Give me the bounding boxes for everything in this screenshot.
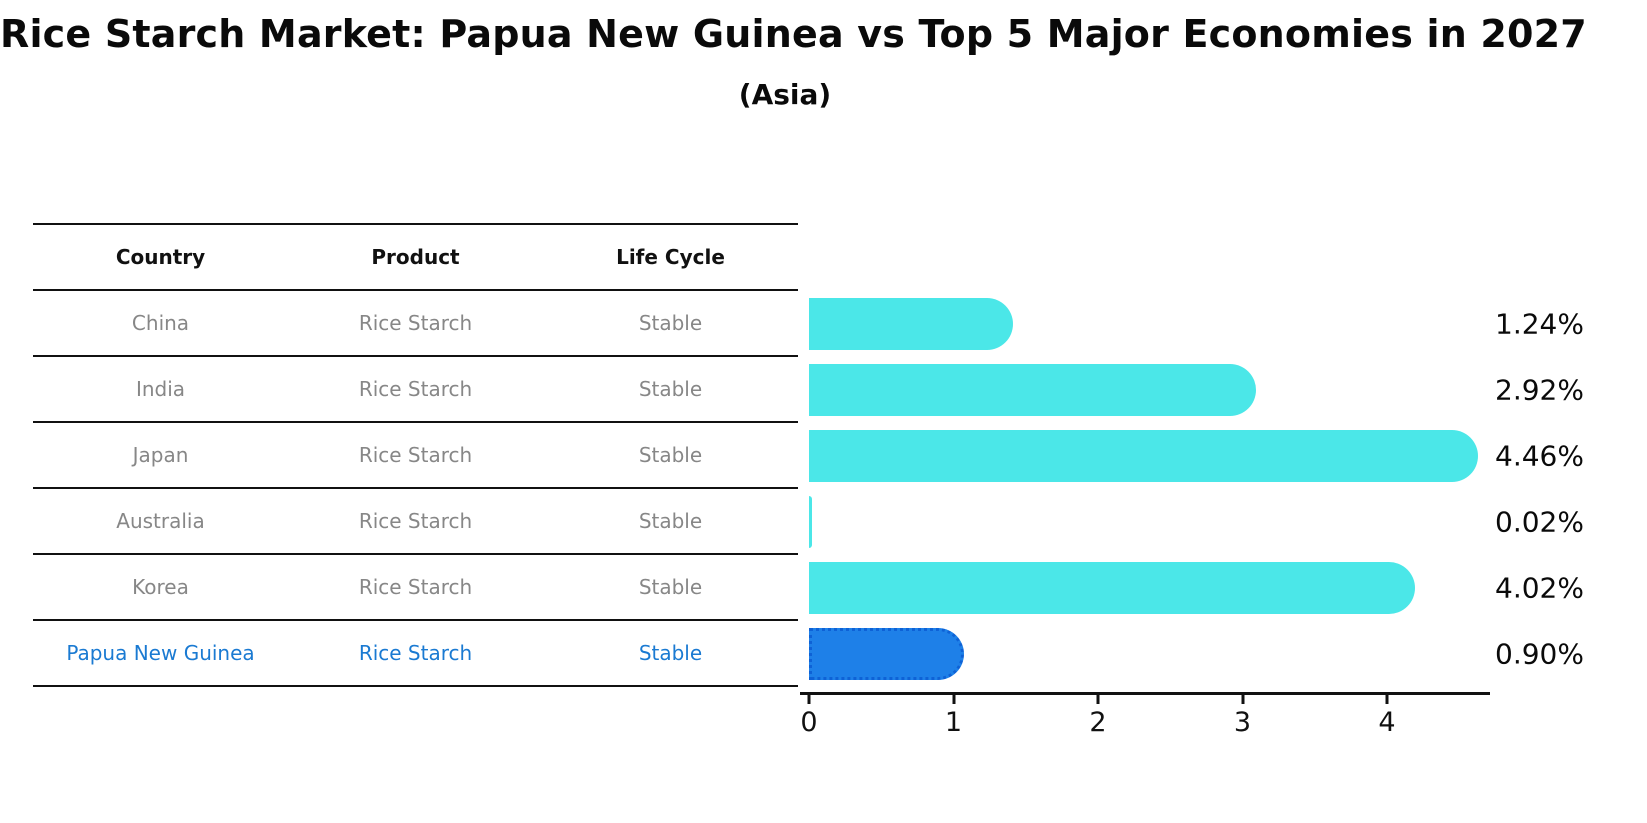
bar-australia <box>809 496 812 548</box>
x-axis-tick-label: 2 <box>1089 707 1107 738</box>
col-header-product: Product <box>371 245 460 269</box>
cell-product: Rice Starch <box>358 575 473 599</box>
cell-life_cycle: Stable <box>638 377 703 401</box>
cell-product: Rice Starch <box>358 509 473 533</box>
table-header-row: Country Product Life Cycle <box>33 223 798 289</box>
value-label-india: 2.92% <box>1495 373 1584 407</box>
value-label-papua-new-guinea: 0.90% <box>1495 637 1584 671</box>
cell-country: Papua New Guinea <box>66 641 255 665</box>
table-row-china: China Rice Starch Stable <box>33 289 798 355</box>
cell-country: Japan <box>132 443 189 467</box>
bar-japan <box>809 430 1479 482</box>
bar-papua-new-guinea <box>809 628 965 680</box>
bar-india <box>809 364 1256 416</box>
table-row-korea: Korea Rice Starch Stable <box>33 553 798 619</box>
cell-country: Australia <box>116 509 205 533</box>
cell-life_cycle: Stable <box>638 311 703 335</box>
x-axis-tick-label: 4 <box>1378 707 1396 738</box>
chart-title: Rice Starch Market: Papua New Guinea vs … <box>0 12 1587 56</box>
col-header-country: Country <box>115 245 206 269</box>
cell-country: India <box>135 377 186 401</box>
country-table: Country Product Life Cycle China Rice Sta… <box>33 223 798 687</box>
cell-product: Rice Starch <box>358 311 473 335</box>
value-label-japan: 4.46% <box>1495 439 1584 473</box>
x-axis-tick-label: 3 <box>1233 707 1252 738</box>
cell-product: Rice Starch <box>358 641 473 665</box>
table-body: China Rice Starch Stable India Rice Starch St… <box>33 289 798 685</box>
x-axis-tick <box>952 694 955 704</box>
table-row-japan: Japan Rice Starch Stable <box>33 421 798 487</box>
value-label-korea: 4.02% <box>1495 571 1584 605</box>
cell-country: Korea <box>132 575 189 599</box>
x-axis-tick-label: 1 <box>944 707 963 738</box>
x-axis-tick <box>1385 694 1389 704</box>
cell-life_cycle: Stable <box>638 509 703 533</box>
value-label-australia: 0.02% <box>1495 505 1584 539</box>
cell-product: Rice Starch <box>358 443 473 467</box>
cell-country: China <box>131 311 190 335</box>
cell-product: Rice Starch <box>358 377 473 401</box>
table-row-india: India Rice Starch Stable <box>33 355 798 421</box>
bar-china <box>809 298 1014 350</box>
chart-subtitle: (Asia) <box>738 78 832 111</box>
x-axis-tick-label: 0 <box>800 707 818 738</box>
x-axis-tick <box>1096 694 1100 704</box>
cell-life_cycle: Stable <box>638 443 703 467</box>
col-header-lifecycle: Life Cycle <box>616 245 725 269</box>
x-axis-tick <box>1241 694 1244 704</box>
bar-korea <box>809 562 1415 614</box>
table-row-australia: Australia Rice Starch Stable <box>33 487 798 553</box>
x-axis-tick <box>807 694 811 704</box>
table-row-papua-new-guinea: Papua New Guinea Rice Starch Stable <box>33 619 798 685</box>
cell-life_cycle: Stable <box>638 575 703 599</box>
x-axis <box>800 692 1490 695</box>
value-label-china: 1.24% <box>1495 307 1584 341</box>
cell-life_cycle: Stable <box>638 641 703 665</box>
